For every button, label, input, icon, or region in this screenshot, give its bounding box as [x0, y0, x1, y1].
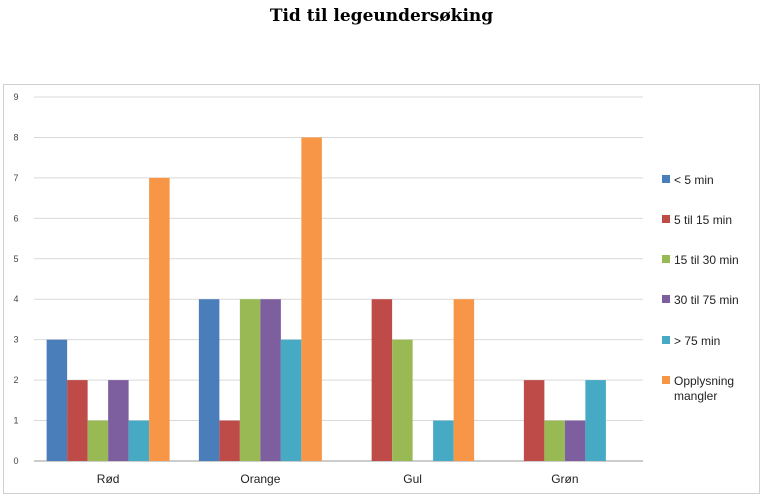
x-category-label: Rød	[97, 472, 120, 486]
bar	[198, 299, 220, 461]
y-tick-label: 3	[13, 335, 18, 345]
y-tick-label: 5	[13, 254, 18, 264]
bar	[564, 420, 586, 461]
bar	[371, 299, 393, 461]
bar	[239, 299, 261, 461]
bar	[392, 339, 413, 461]
bar	[260, 299, 281, 461]
bar	[219, 420, 240, 461]
legend-label: > 75 min	[674, 334, 720, 348]
legend-label: Opplysning mangler	[674, 374, 734, 403]
bar	[301, 137, 322, 461]
legend-swatch	[662, 376, 670, 384]
bar	[280, 339, 302, 461]
y-tick-label: 1	[13, 416, 18, 426]
bar	[585, 380, 606, 461]
bar	[67, 380, 88, 461]
y-tick-label: 6	[13, 213, 18, 223]
y-tick-label: 8	[13, 132, 18, 142]
legend-swatch	[662, 255, 670, 263]
bar	[128, 420, 150, 461]
bar	[544, 420, 565, 461]
bar	[108, 380, 129, 461]
x-category-label: Grøn	[551, 472, 578, 486]
legend-swatch	[662, 175, 670, 183]
x-category-label: Gul	[403, 472, 422, 486]
bar	[149, 177, 170, 461]
legend-swatch	[662, 336, 670, 344]
y-tick-label: 0	[13, 456, 18, 466]
bar	[523, 380, 545, 461]
bar	[453, 299, 475, 461]
legend-label: < 5 min	[674, 173, 714, 187]
legend-label: 15 til 30 min	[674, 253, 739, 267]
x-category-label: Orange	[240, 472, 280, 486]
y-tick-label: 7	[13, 173, 18, 183]
legend-swatch	[662, 295, 670, 303]
bar	[87, 420, 109, 461]
y-tick-label: 4	[13, 294, 18, 304]
legend-label: 5 til 15 min	[674, 213, 732, 227]
bar	[46, 339, 68, 461]
legend-label: 30 til 75 min	[674, 293, 739, 307]
legend-swatch	[662, 215, 670, 223]
chart-title: Tid til legeundersøking	[269, 6, 494, 26]
bar	[433, 420, 454, 461]
chart-frame	[3, 84, 760, 494]
y-tick-label: 2	[13, 375, 18, 385]
y-tick-label: 9	[13, 92, 18, 102]
